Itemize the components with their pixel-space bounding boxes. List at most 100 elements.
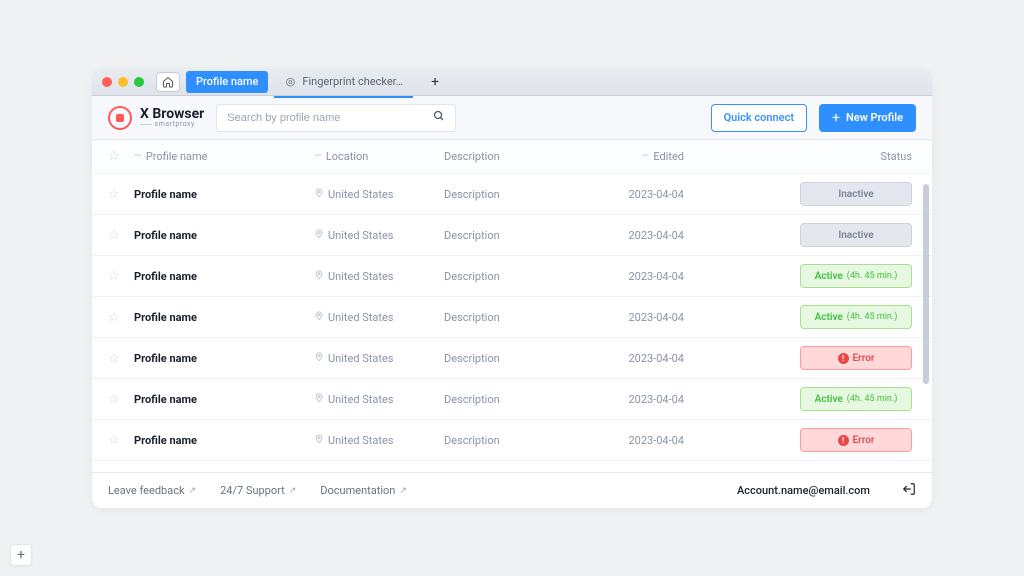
tab-label: Profile name	[196, 75, 258, 88]
status-badge-active[interactable]: Active (4h. 45 min.)	[800, 305, 912, 329]
table-row[interactable]: ☆ Profile name United States Description…	[92, 420, 932, 461]
table-row[interactable]: ☆ Profile name United States Description…	[92, 338, 932, 379]
profile-name: Profile name	[134, 311, 197, 324]
table-row[interactable]: ☆ Profile name United States Description…	[92, 379, 932, 420]
location-pin-icon	[314, 188, 324, 201]
status-badge-active[interactable]: Active (4h. 45 min.)	[800, 264, 912, 288]
table-header: ☆ —Profile name —Location Description —E…	[92, 140, 932, 174]
location-pin-icon	[314, 311, 324, 324]
account-email[interactable]: Account.name@email.com	[737, 484, 870, 497]
column-header-description[interactable]: Description	[444, 150, 500, 163]
profile-name: Profile name	[134, 229, 197, 242]
edited-date: 2023-04-04	[564, 434, 684, 447]
column-header-status[interactable]: Status	[881, 150, 912, 163]
edited-date: 2023-04-04	[564, 188, 684, 201]
table-body: ☆ Profile name United States Description…	[92, 174, 932, 472]
description-text: Description	[444, 352, 500, 365]
add-button[interactable]: +	[10, 544, 32, 566]
location-pin-icon	[314, 229, 324, 242]
location-text: United States	[328, 393, 393, 406]
new-tab-button[interactable]: +	[425, 72, 445, 92]
titlebar: Profile name ◎ Fingerprint checker… +	[92, 68, 932, 96]
location-text: United States	[328, 352, 393, 365]
location-pin-icon	[314, 393, 324, 406]
footer: Leave feedback ↗ 24/7 Support ↗ Document…	[92, 472, 932, 508]
description-text: Description	[444, 311, 500, 324]
description-text: Description	[444, 270, 500, 283]
table-row[interactable]: ☆ Profile name United States Description…	[92, 297, 932, 338]
tab-inactive[interactable]: ◎ Fingerprint checker…	[274, 71, 413, 93]
edited-date: 2023-04-04	[564, 270, 684, 283]
location-pin-icon	[314, 352, 324, 365]
star-icon[interactable]: ☆	[108, 351, 120, 366]
button-label: New Profile	[846, 111, 903, 124]
error-icon: !	[838, 353, 849, 364]
status-badge-inactive[interactable]: Inactive	[800, 182, 912, 206]
search-field[interactable]	[216, 104, 456, 132]
scrollbar[interactable]	[923, 184, 929, 384]
profile-name: Profile name	[134, 352, 197, 365]
status-badge-error[interactable]: !Error	[800, 428, 912, 452]
status-badge-error[interactable]: !Error	[800, 346, 912, 370]
status-badge-inactive[interactable]: Inactive	[800, 223, 912, 247]
location-pin-icon	[314, 270, 324, 283]
button-label: Quick connect	[724, 111, 794, 124]
support-link[interactable]: 24/7 Support ↗	[220, 484, 296, 497]
profile-name: Profile name	[134, 188, 197, 201]
star-icon[interactable]: ☆	[108, 269, 120, 284]
table: ☆ —Profile name —Location Description —E…	[92, 140, 932, 472]
footer-link-label: Documentation	[320, 484, 395, 497]
column-header-location[interactable]: Location	[326, 150, 369, 163]
window-controls	[102, 77, 144, 87]
sort-icon[interactable]: —	[134, 151, 142, 162]
star-icon[interactable]: ☆	[108, 228, 120, 243]
search-icon	[433, 110, 445, 125]
brand: X Browser ⸺ smartproxy	[108, 106, 204, 130]
star-icon[interactable]: ☆	[108, 433, 120, 448]
table-row[interactable]: ☆ Profile name United States Description…	[92, 215, 932, 256]
quick-connect-button[interactable]: Quick connect	[711, 104, 807, 132]
leave-feedback-link[interactable]: Leave feedback ↗	[108, 484, 196, 497]
description-text: Description	[444, 393, 500, 406]
search-input[interactable]	[227, 112, 433, 124]
external-link-icon: ↗	[399, 486, 407, 496]
tab-active[interactable]: Profile name	[186, 71, 268, 93]
table-row[interactable]: ☆ Profile name United States Description…	[92, 256, 932, 297]
edited-date: 2023-04-04	[564, 393, 684, 406]
column-header-name[interactable]: Profile name	[146, 150, 208, 163]
star-icon[interactable]: ☆	[108, 187, 120, 202]
description-text: Description	[444, 188, 500, 201]
footer-link-label: 24/7 Support	[220, 484, 285, 497]
location-text: United States	[328, 434, 393, 447]
footer-link-label: Leave feedback	[108, 484, 185, 497]
table-row[interactable]: ☆ Profile name United States Description…	[92, 174, 932, 215]
column-header-edited[interactable]: Edited	[653, 150, 684, 163]
star-icon[interactable]: ☆	[108, 392, 120, 407]
logout-icon[interactable]	[902, 482, 916, 500]
star-icon[interactable]: ☆	[108, 310, 120, 325]
tab-label: Fingerprint checker…	[302, 75, 403, 88]
brand-text: X Browser ⸺ smartproxy	[140, 107, 204, 128]
sort-icon[interactable]: —	[642, 151, 650, 162]
home-button[interactable]	[156, 72, 180, 92]
plus-icon: +	[832, 110, 840, 126]
tab-underline	[274, 96, 413, 98]
edited-date: 2023-04-04	[564, 352, 684, 365]
app-window: Profile name ◎ Fingerprint checker… + X …	[92, 68, 932, 508]
error-icon: !	[838, 435, 849, 446]
maximize-icon[interactable]	[134, 77, 144, 87]
edited-date: 2023-04-04	[564, 311, 684, 324]
close-icon[interactable]	[102, 77, 112, 87]
new-profile-button[interactable]: + New Profile	[819, 104, 916, 132]
home-icon	[162, 76, 174, 88]
description-text: Description	[444, 434, 500, 447]
location-text: United States	[328, 270, 393, 283]
star-icon: ☆	[108, 149, 120, 164]
documentation-link[interactable]: Documentation ↗	[320, 484, 407, 497]
location-text: United States	[328, 188, 393, 201]
profile-name: Profile name	[134, 434, 197, 447]
minimize-icon[interactable]	[118, 77, 128, 87]
status-badge-active[interactable]: Active (4h. 45 min.)	[800, 387, 912, 411]
edited-date: 2023-04-04	[564, 229, 684, 242]
sort-icon[interactable]: —	[314, 151, 322, 162]
